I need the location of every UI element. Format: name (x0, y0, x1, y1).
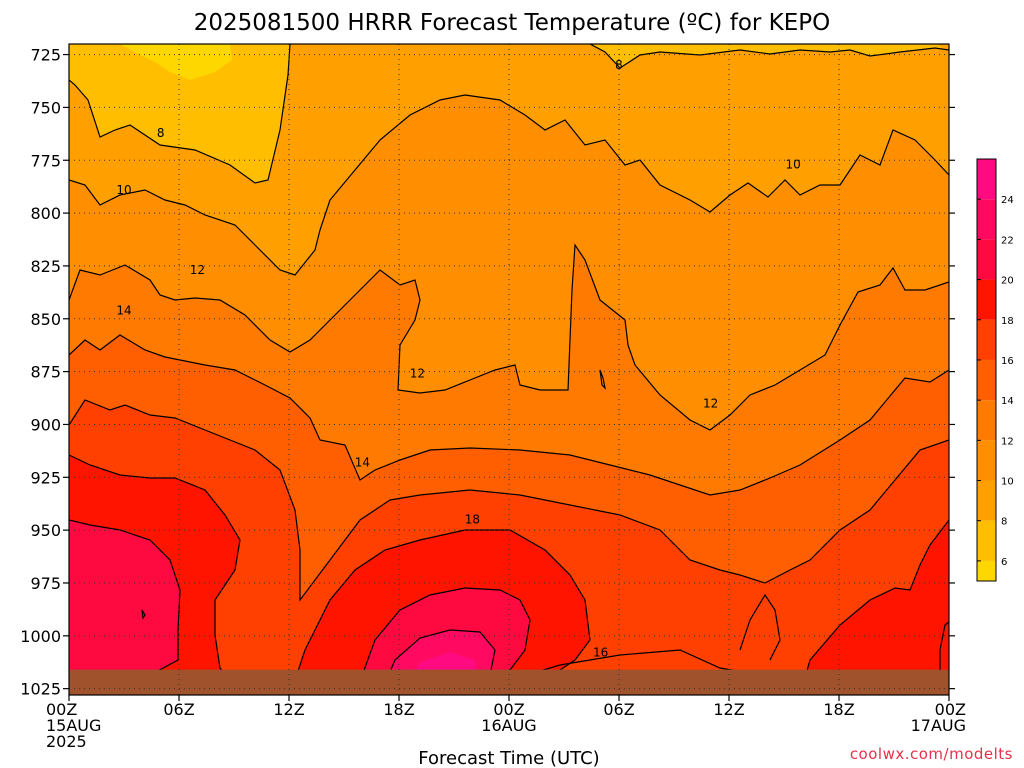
y-tick-label: 750 (30, 98, 61, 117)
colorbar-segment (977, 239, 996, 280)
y-tick-label: 925 (30, 468, 61, 487)
colorbar-tick-label: 8 (1001, 517, 1007, 528)
band-18-20-right (800, 520, 949, 695)
colorbar: 6 8 10 12 14 16 18 20 22 24 (976, 158, 1014, 582)
x-tick-label: 00Z 15AUG 2025 (46, 700, 101, 751)
contour-label: 12 (703, 396, 718, 410)
colorbar-frame (976, 158, 997, 582)
contour-label: 16 (593, 646, 608, 660)
colorbar-tick-label: 10 (1001, 477, 1014, 488)
contour-label: 8 (157, 126, 165, 140)
colorbar-segment (977, 199, 996, 240)
band-20-22 (69, 520, 180, 680)
x-tick-label: 12Z (273, 700, 304, 719)
contour-labels: 8 8 10 10 12 12 12 14 14 16 18 (116, 58, 801, 660)
contour-label: 10 (116, 183, 131, 197)
colorbar-tick-label: 24 (1001, 195, 1014, 206)
x-tick-label: 06Z (163, 700, 194, 719)
x-tick-label: 12Z (713, 700, 744, 719)
y-tick-label: 975 (30, 574, 61, 593)
colorbar-tick-label: 16 (1001, 356, 1014, 367)
y-tick-label: 1025 (20, 680, 61, 699)
colorbar-tick-label: 20 (1001, 276, 1014, 287)
y-tick-label: 850 (30, 310, 61, 329)
contour-label: 8 (615, 58, 623, 72)
colorbar-segment (977, 159, 996, 200)
x-tick-label: 00Z 17AUG (911, 700, 966, 735)
x-tick-label: 18Z (383, 700, 414, 719)
y-tick-label: 775 (30, 151, 61, 170)
colorbar-tick-label: 18 (1001, 316, 1014, 327)
band-8-10 (69, 44, 949, 275)
x-axis-label: Forecast Time (UTC) (418, 748, 599, 768)
y-tick-label: 725 (30, 46, 61, 65)
colorbar-tick-label: 14 (1001, 396, 1014, 407)
y-tick-label: 950 (30, 521, 61, 540)
y-tick-label: 1000 (20, 627, 61, 646)
band-6-8-top (590, 44, 949, 68)
chart-title: 2025081500 HRRR Forecast Temperature (ºC… (194, 10, 831, 36)
x-tick-label: 18Z (823, 700, 854, 719)
x-axis-ticks: 00Z 15AUG 2025 06Z 12Z 18Z 00Z 16AUG 06Z 12Z 18Z 00… (46, 695, 966, 751)
band-4-6 (120, 44, 232, 80)
colorbar-tick-label: 12 (1001, 436, 1014, 447)
colorbar-segment (977, 319, 996, 360)
below-ground-layer (69, 669, 949, 695)
y-axis-ticks: 725 750 775 800 825 850 875 900 925 950 975 1000 102… (20, 46, 955, 699)
colorbar-segment (977, 359, 996, 401)
contour-label: 14 (355, 456, 370, 470)
band-6-8 (69, 44, 290, 183)
ground-fill (69, 669, 949, 695)
contour-lines (69, 44, 949, 695)
colorbar-tick-label: 6 (1001, 557, 1007, 568)
colorbar-segment (977, 279, 996, 320)
y-tick-label: 875 (30, 363, 61, 382)
contour-label: 10 (786, 157, 801, 171)
colorbar-segment (977, 480, 996, 521)
x-tick-label: 00Z 16AUG (481, 700, 536, 735)
colorbar-segment (977, 520, 996, 561)
colorbar-tick-label: 22 (1001, 235, 1014, 246)
y-tick-label: 825 (30, 257, 61, 276)
contour-label: 12 (410, 367, 425, 381)
contour-label: 12 (190, 263, 205, 277)
colorbar-segment (977, 560, 996, 581)
y-tick-label: 800 (30, 204, 61, 223)
y-tick-label: 900 (30, 415, 61, 434)
contour-label: 14 (116, 303, 131, 317)
credit-text: coolwx.com/modelts (850, 745, 1013, 763)
x-tick-label: 06Z (603, 700, 634, 719)
colorbar-segment (977, 440, 996, 481)
contour-label: 18 (465, 513, 480, 527)
colorbar-segment (977, 400, 996, 441)
